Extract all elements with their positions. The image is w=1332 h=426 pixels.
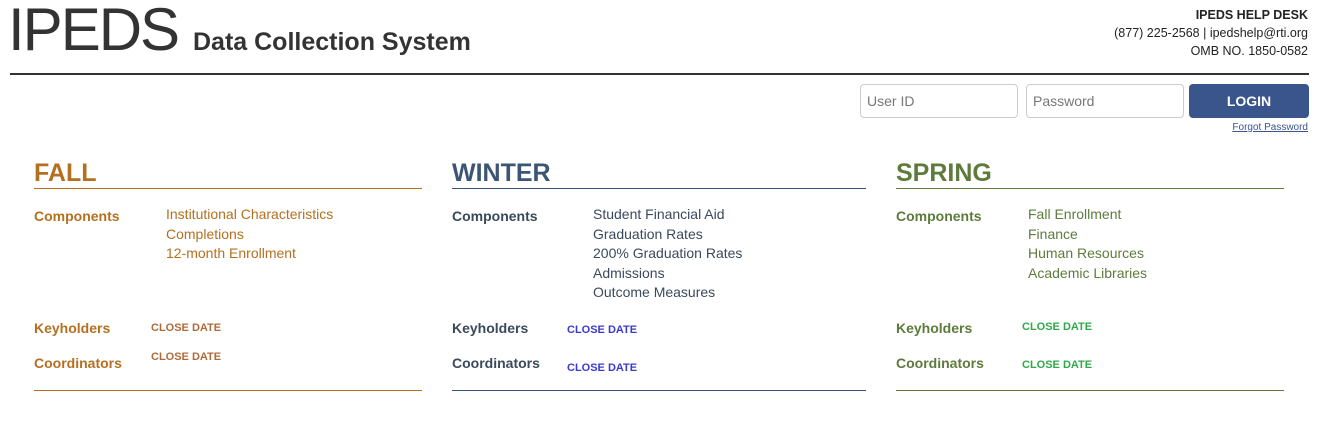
season-divider [34,390,422,391]
season-fall: FALL Components Institutional Characteri… [34,158,422,398]
coordinators-close-date: CLOSE DATE [1022,359,1093,371]
components-label: Components [34,208,120,224]
help-email[interactable]: ipedshelp@rti.org [1209,26,1308,40]
components-label: Components [452,208,538,224]
season-divider [452,390,866,391]
keyholders-close-date: CLOSE DATE [151,322,222,334]
coordinators-close-date: CLOSE DATE [151,351,222,363]
components-label: Components [896,208,982,224]
components-list: Institutional Characteristics Completions… [166,205,333,264]
login-button[interactable]: LOGIN [1189,84,1309,118]
keyholders-close-date: CLOSE DATE [1022,321,1093,333]
component-item[interactable]: Admissions [593,264,665,281]
user-id-input[interactable] [860,84,1018,118]
component-item[interactable]: Student Financial Aid [593,206,725,222]
component-item[interactable]: 12-month Enrollment [166,245,296,261]
component-item[interactable]: Graduation Rates [593,225,703,242]
keyholders-close-date: CLOSE DATE [567,324,638,336]
separator: | [1199,26,1210,40]
omb-number: OMB NO. 1850-0582 [1190,44,1308,58]
components-list: Fall Enrollment Finance Human Resources Aca… [1028,205,1147,283]
ipeds-logo: IPEDS [8,0,180,63]
keyholders-label: Keyholders [34,320,111,336]
component-item[interactable]: 200% Graduation Rates [593,245,743,261]
component-item[interactable]: Finance [1028,225,1078,242]
help-phone: (877) 225-2568 [1114,26,1200,40]
keyholders-label: Keyholders [896,320,973,336]
season-spring: SPRING Components Fall Enrollment Finance… [896,158,1284,398]
site-subtitle: Data Collection System [193,28,471,56]
help-title: IPEDS HELP DESK [1195,8,1308,22]
password-input[interactable] [1026,84,1184,118]
component-item[interactable]: Human Resources [1028,245,1144,261]
season-winter: WINTER Components Student Financial Aid G… [452,158,866,398]
coordinators-label: Coordinators [452,355,540,371]
component-item[interactable]: Outcome Measures [593,284,716,300]
component-item[interactable]: Completions [166,225,244,242]
season-title: FALL [34,158,422,189]
header-divider [10,73,1309,75]
forgot-password-link[interactable]: Forgot Password [1232,122,1308,133]
coordinators-label: Coordinators [896,355,984,371]
components-list: Student Financial Aid Graduation Rates 200… [593,205,742,303]
help-desk: IPEDS HELP DESK (877) 225-2568 | ipedshe… [1114,6,1308,60]
coordinators-close-date: CLOSE DATE [567,362,638,374]
keyholders-label: Keyholders [452,320,529,336]
component-item[interactable]: Academic Libraries [1028,264,1148,281]
season-title: WINTER [452,158,866,189]
season-divider [896,390,1284,391]
season-title: SPRING [896,158,1284,189]
component-item[interactable]: Institutional Characteristics [166,206,334,222]
coordinators-label: Coordinators [34,355,122,371]
component-item[interactable]: Fall Enrollment [1028,206,1122,222]
